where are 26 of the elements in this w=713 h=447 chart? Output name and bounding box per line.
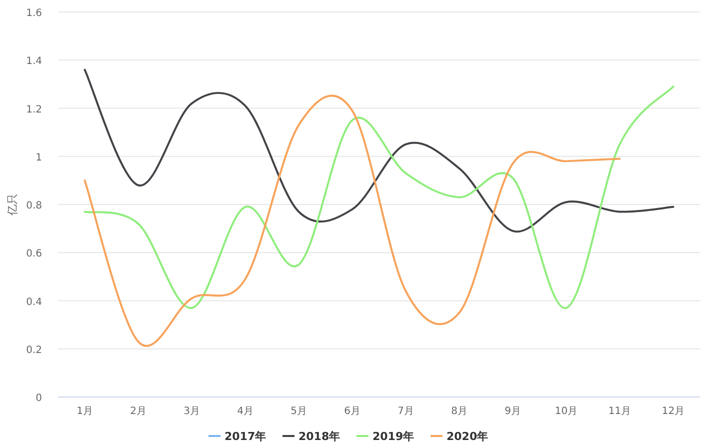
x-tick-label: 10月	[554, 406, 578, 417]
y-tick-label: 0.4	[26, 296, 42, 308]
y-tick-label: 0.8	[26, 200, 42, 212]
x-tick-label: 2月	[130, 406, 146, 417]
x-tick-label: 7月	[398, 406, 414, 417]
x-tick-label: 12月	[662, 406, 685, 417]
y-tick-label: 0	[36, 393, 42, 404]
legend-label: 2019年	[372, 430, 414, 443]
legend-label: 2018年	[298, 430, 340, 443]
y-tick-label: 0.2	[26, 344, 42, 356]
x-tick-label: 8月	[451, 406, 468, 417]
y-tick-label: 0.6	[26, 248, 42, 260]
y-tick-label: 1.2	[26, 104, 42, 116]
y-tick-label: 1	[36, 152, 42, 164]
legend-label: 2017年	[224, 430, 266, 443]
legend-label: 2020年	[446, 430, 488, 443]
y-tick-label: 1.4	[26, 56, 42, 68]
x-tick-label: 1月	[76, 406, 93, 417]
y-axis-title: 亿只	[6, 194, 19, 216]
x-tick-label: 6月	[344, 406, 360, 417]
x-tick-label: 5月	[290, 406, 307, 417]
x-tick-label: 9月	[504, 406, 521, 417]
x-tick-label: 4月	[237, 406, 254, 417]
x-tick-label: 11月	[608, 406, 632, 417]
y-tick-label: 1.6	[26, 8, 42, 19]
x-tick-label: 3月	[184, 406, 200, 417]
